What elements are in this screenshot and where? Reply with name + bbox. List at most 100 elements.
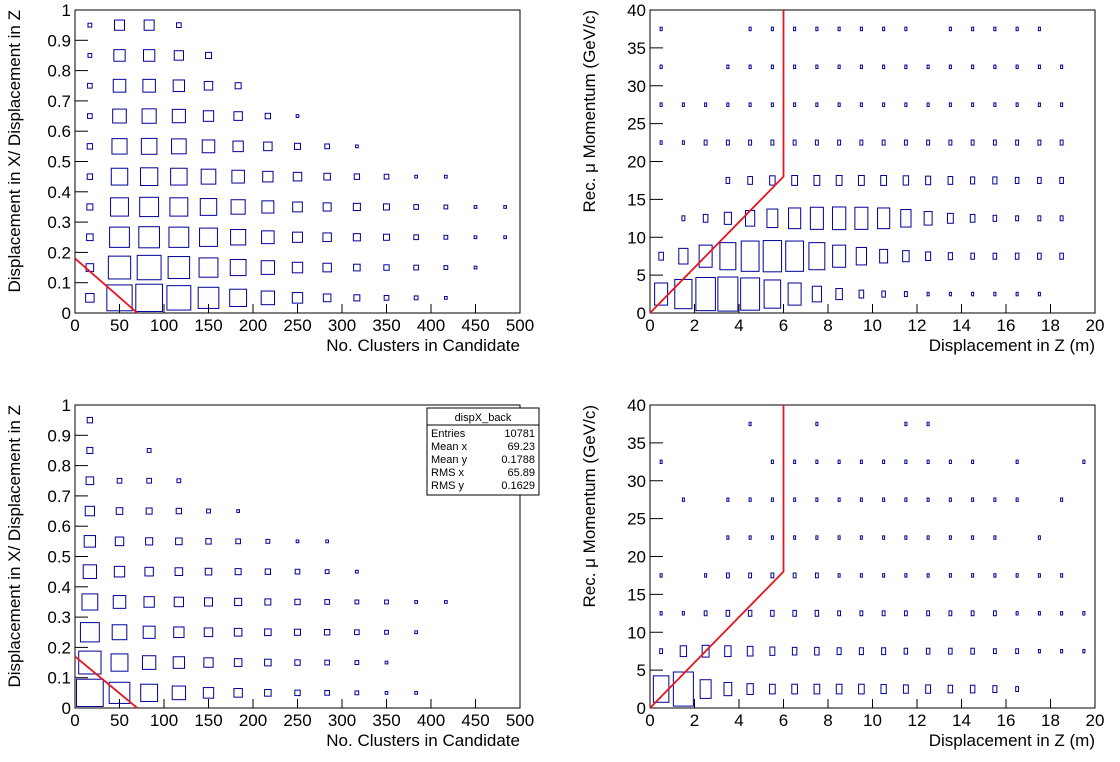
bin-box (233, 658, 243, 667)
bin-box (144, 566, 154, 577)
bin-box (659, 26, 663, 32)
x-tick-label: 10 (863, 711, 882, 730)
bin-box (1037, 535, 1041, 540)
bin-box (770, 497, 774, 502)
bin-box (904, 535, 908, 540)
bin-box (353, 263, 361, 272)
bin-box (1037, 648, 1041, 654)
bin-box (699, 679, 712, 699)
bin-box (1037, 176, 1042, 184)
bin-box (384, 690, 389, 695)
bin-box (291, 292, 304, 304)
stats-value: 10781 (504, 428, 535, 440)
bin-box (138, 226, 160, 249)
bin-box (473, 205, 478, 209)
y-tick-label: 0.8 (47, 62, 71, 81)
bin-box (763, 279, 782, 309)
bin-box (1060, 648, 1064, 654)
bin-box (324, 569, 330, 575)
bin-box (791, 174, 799, 186)
bin-box (205, 51, 212, 59)
x-tick-label: 200 (239, 316, 267, 335)
bin-box (413, 264, 419, 271)
bin-box (294, 628, 301, 636)
bin-box (87, 53, 93, 58)
bin-box (145, 507, 153, 515)
bin-box (881, 290, 886, 298)
bin-box (746, 645, 754, 657)
bin-box (793, 64, 797, 70)
bin-box (748, 497, 752, 502)
bin-box (724, 645, 732, 658)
bin-box (659, 573, 663, 578)
bin-box (146, 477, 152, 484)
x-tick-label: 14 (952, 316, 971, 335)
bin-box (748, 102, 752, 107)
bin-box (814, 609, 820, 617)
plot: 0 2 4 6 8 10 12 14 16 18 20 0 5 10 15 20 25 30 35 40 Displac… (580, 396, 1104, 750)
bin-box (199, 198, 218, 216)
bin-box (86, 173, 94, 180)
bin-box (835, 288, 843, 301)
bin-box (659, 140, 663, 145)
bin-box (1082, 648, 1086, 654)
stats-label: Entries (431, 428, 466, 440)
x-tick-label: 2 (690, 316, 699, 335)
cut-line (649, 405, 785, 709)
bin-box (413, 295, 419, 301)
bin-box (1082, 459, 1086, 465)
bin-box (383, 264, 390, 271)
x-tick-label: 14 (952, 711, 971, 730)
bin-box (111, 138, 128, 155)
y-tick-label: 0.2 (47, 243, 71, 262)
x-tick-label: 50 (110, 711, 129, 730)
bin-box (859, 610, 864, 617)
bin-box (114, 536, 125, 547)
bin-box (904, 573, 908, 578)
bin-box (787, 282, 802, 306)
stats-label: RMS y (431, 480, 465, 492)
bin-box (172, 79, 186, 93)
bin-box (1015, 648, 1020, 655)
bin-box (1060, 64, 1064, 70)
bin-box (926, 535, 930, 540)
bin-box (859, 573, 863, 578)
bin-box (854, 206, 869, 230)
bin-box (903, 610, 908, 617)
bin-box (166, 285, 192, 311)
x-tick-label: 0 (70, 711, 79, 730)
y-tick-label: 1 (62, 1, 71, 20)
cut-line (74, 257, 138, 314)
bin-box (726, 497, 730, 502)
bin-box (748, 535, 752, 540)
bin-box (970, 610, 975, 617)
bin-box (413, 204, 419, 210)
bin-box (414, 630, 418, 635)
x-tick-label: 350 (372, 316, 400, 335)
bin-box (136, 254, 162, 281)
bin-box (770, 26, 774, 32)
bin-box (1014, 252, 1020, 260)
bin-box (748, 421, 752, 427)
bin-box (770, 102, 774, 107)
bin-box (82, 564, 98, 579)
stats-value: 0.1629 (501, 480, 535, 492)
y-tick-label: 25 (627, 510, 646, 529)
y-tick-label: 0.3 (47, 608, 71, 627)
x-tick-label: 8 (823, 316, 832, 335)
bin-box (81, 593, 99, 611)
bin-box (1060, 611, 1064, 616)
y-tick-label: 10 (627, 228, 646, 247)
bin-box (770, 459, 774, 465)
y-tick-label: 0.4 (47, 578, 71, 597)
x-tick-label: 0 (645, 316, 654, 335)
bin-box (176, 478, 182, 484)
bin-box (725, 609, 731, 617)
bin-box (141, 108, 157, 124)
bin-box (176, 22, 182, 29)
x-tick-label: 250 (283, 711, 311, 730)
bin-box (904, 64, 908, 70)
bin-box (925, 175, 932, 186)
bin-box (747, 176, 753, 185)
bin-box (809, 206, 824, 230)
